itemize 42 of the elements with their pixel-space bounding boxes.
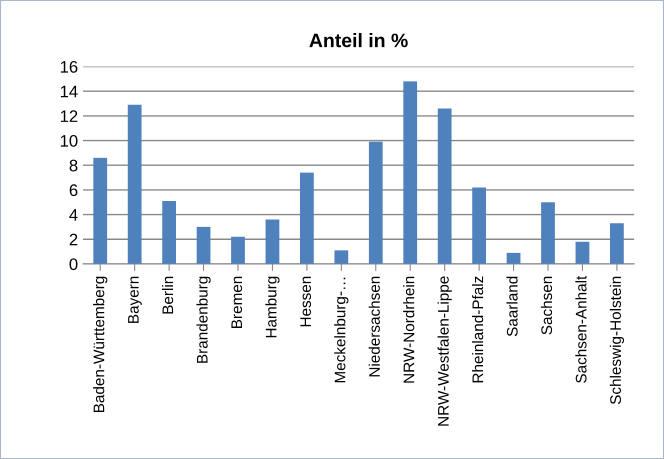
bar	[334, 250, 348, 264]
x-tick-label: Hamburg	[265, 276, 280, 338]
x-tick-label: Brandenburg	[196, 276, 211, 363]
x-tick-label: Schleswig-Holstein	[610, 276, 624, 404]
x-tick-label: Bayern	[128, 276, 142, 323]
y-tick-label: 6	[70, 184, 78, 196]
bar	[128, 104, 142, 264]
bar	[300, 172, 314, 264]
bar	[610, 223, 624, 264]
x-tick-label: Baden-Württemberg	[93, 276, 108, 412]
y-tick-label: 8	[70, 160, 78, 172]
x-tick-label: Sachsen-Anhalt	[575, 276, 587, 383]
x-tick-label: Meckelnburg-…	[334, 278, 348, 382]
x-tick-label: NRW-Nordrhein	[403, 276, 414, 383]
bar	[541, 202, 555, 264]
x-tick-label: Berlin	[162, 276, 174, 314]
bar	[403, 81, 418, 264]
bar	[162, 201, 176, 264]
bar	[438, 108, 452, 264]
y-tick-label: 14	[60, 86, 78, 98]
y-tick-label: 0	[70, 258, 78, 270]
y-tick-label: 4	[69, 209, 78, 221]
x-tick-label: Rheinland-Pfalz	[472, 276, 484, 382]
bar	[506, 252, 520, 264]
bar	[93, 158, 108, 264]
chart-title: Anteil in %	[309, 33, 408, 48]
y-tick-label: 2	[70, 234, 78, 246]
bar	[196, 226, 210, 264]
y-tick-label: 12	[60, 110, 78, 122]
x-tick-label: Sachsen	[540, 276, 552, 334]
y-tick-label: 16	[60, 60, 78, 73]
x-tick-label: Niedersachsen	[368, 276, 380, 376]
x-tick-label: Hessen	[300, 276, 311, 326]
bar	[472, 187, 486, 264]
bar	[368, 142, 383, 264]
x-tick-label: NRW-Westfalen-Lippe	[438, 276, 452, 426]
x-tick-label: Saarland	[506, 276, 518, 336]
bar	[266, 220, 280, 264]
y-tick-label: 10	[60, 134, 78, 147]
bar	[231, 236, 245, 264]
bar	[576, 242, 590, 264]
x-tick-label: Bremen	[231, 276, 242, 328]
